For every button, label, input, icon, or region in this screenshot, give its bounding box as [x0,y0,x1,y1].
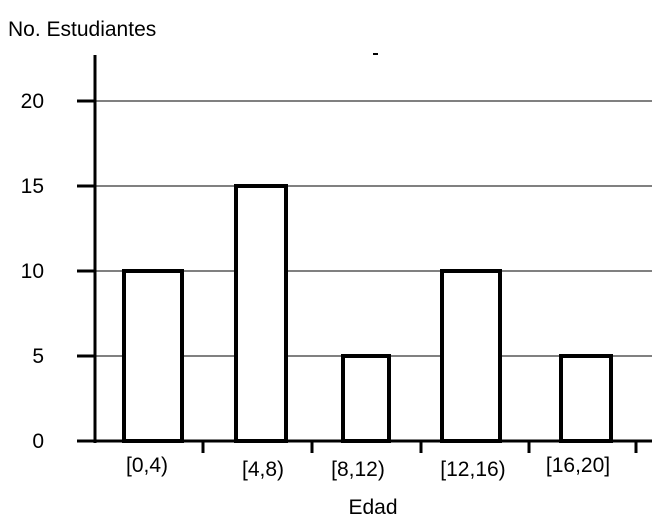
bar [234,184,288,443]
y-tick-label: 20 [21,90,44,113]
y-tick-label: 5 [32,345,44,368]
x-tick-label: [4,8) [242,458,284,481]
bar [122,269,184,443]
bars [122,184,613,443]
bar [341,354,391,443]
bar [559,354,613,443]
x-tick-label: [12,16) [440,458,505,481]
x-tick-label: [16,20] [546,454,610,477]
axes [77,53,652,453]
x-axis-label: Edad [348,496,397,519]
x-tick-label: [0,4) [126,454,168,477]
tick-labels: 0 5 10 15 20 [0,4) [4,8) [8,12) [12,16) [16,20] [21,90,610,481]
y-tick-label: 15 [21,175,44,198]
y-axis-label: No. Estudiantes [8,18,156,41]
y-tick-label: 10 [21,260,44,283]
bar [440,269,502,443]
y-tick-label: 0 [32,430,44,453]
x-tick-label: [8,12) [331,458,385,481]
